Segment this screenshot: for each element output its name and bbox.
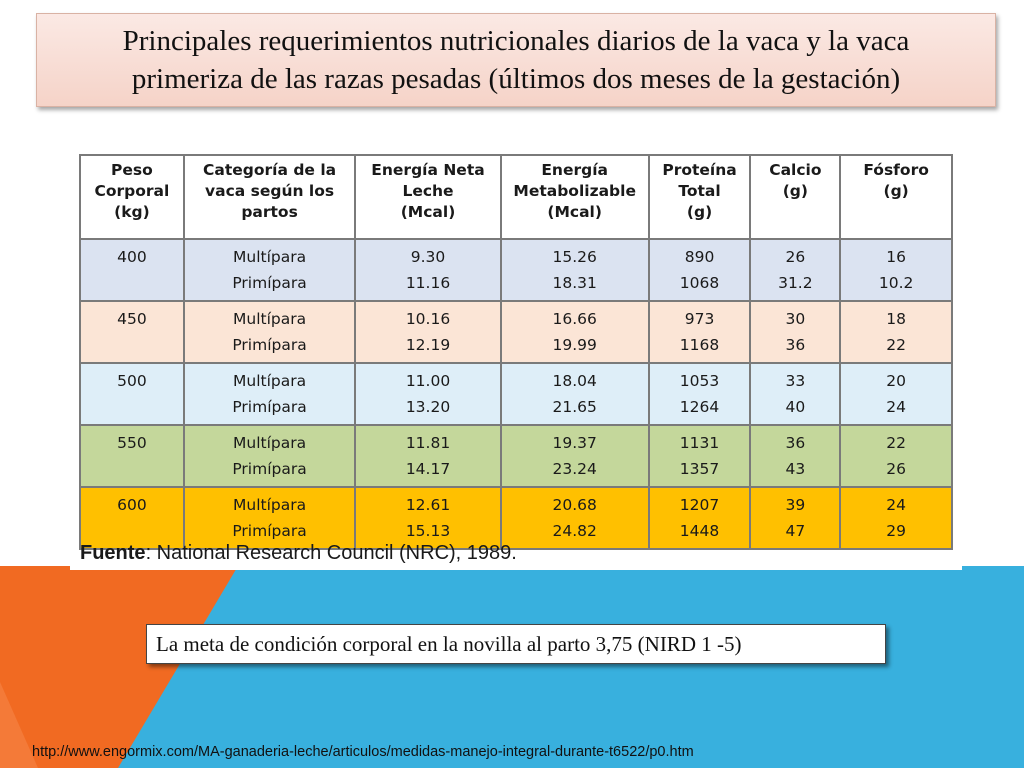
enl-cell: 12.61 15.13	[354, 486, 502, 550]
table-row: 500 Multípara Primípara 11.00 13.20 18.04 2…	[79, 362, 953, 426]
calcium-cell: 33 40	[749, 362, 842, 426]
decorative-band	[0, 566, 1024, 768]
em-cell: 19.37 23.24	[499, 424, 650, 488]
source-text: : National Research Council (NRC), 1989.	[145, 542, 517, 564]
phosphorus-cell: 18 22	[839, 300, 953, 364]
protein-cell: 973 1168	[647, 300, 752, 364]
band-shapes	[0, 566, 1024, 768]
weight-cell: 450	[79, 300, 185, 364]
em-cell: 20.68 24.82	[499, 486, 650, 550]
note-box: La meta de condición corporal en la novi…	[146, 624, 886, 664]
weight-cell: 500	[79, 362, 185, 426]
phosphorus-cell: 20 24	[839, 362, 953, 426]
note-text: La meta de condición corporal en la novi…	[156, 631, 742, 656]
category-cell: Multípara Primípara	[182, 300, 357, 364]
orange-sliver-shape	[0, 682, 38, 768]
enl-cell: 11.81 14.17	[354, 424, 502, 488]
table-source: Fuente: National Research Council (NRC),…	[80, 542, 517, 565]
em-cell: 16.66 19.99	[499, 300, 650, 364]
phosphorus-cell: 22 26	[839, 424, 953, 488]
calcium-cell: 36 43	[749, 424, 842, 488]
header-fosforo: Fósforo (g)	[839, 154, 953, 240]
category-cell: Multípara Primípara	[182, 486, 357, 550]
slide-title: Principales requerimientos nutricionales…	[36, 13, 996, 107]
weight-cell: 600	[79, 486, 185, 550]
weight-cell: 400	[79, 238, 185, 302]
em-cell: 18.04 21.65	[499, 362, 650, 426]
enl-cell: 9.30 11.16	[354, 238, 502, 302]
category-cell: Multípara Primípara	[182, 362, 357, 426]
phosphorus-cell: 16 10.2	[839, 238, 953, 302]
enl-cell: 10.16 12.19	[354, 300, 502, 364]
calcium-cell: 26 31.2	[749, 238, 842, 302]
weight-cell: 550	[79, 424, 185, 488]
header-categoria: Categoría de la vaca según los partos	[182, 154, 357, 240]
header-energia-neta: Energía Neta Leche (Mcal)	[354, 154, 502, 240]
table-row: 550 Multípara Primípara 11.81 14.17 19.37 2…	[79, 424, 953, 488]
orange-triangle-shape	[0, 566, 238, 768]
header-proteina: Proteína Total (g)	[647, 154, 752, 240]
protein-cell: 1207 1448	[647, 486, 752, 550]
category-cell: Multípara Primípara	[182, 424, 357, 488]
phosphorus-cell: 24 29	[839, 486, 953, 550]
title-line-2: primeriza de las razas pesadas (últimos …	[131, 63, 901, 95]
source-label: Fuente	[80, 542, 146, 564]
table-row: 450 Multípara Primípara 10.16 12.19 16.66 1…	[79, 300, 953, 364]
table-header-row: Peso Corporal (kg) Categoría de la vaca seg…	[79, 154, 953, 240]
enl-cell: 11.00 13.20	[354, 362, 502, 426]
category-cell: Multípara Primípara	[182, 238, 357, 302]
calcium-cell: 39 47	[749, 486, 842, 550]
reference-url[interactable]: http://www.engormix.com/MA-ganaderia-lec…	[32, 744, 694, 760]
protein-cell: 890 1068	[647, 238, 752, 302]
header-calcio: Calcio (g)	[749, 154, 842, 240]
protein-cell: 1053 1264	[647, 362, 752, 426]
table-row: 400 Multípara Primípara 9.30 11.16 15.26 18…	[79, 238, 953, 302]
calcium-cell: 30 36	[749, 300, 842, 364]
table-row: 600 Multípara Primípara 12.61 15.13 20.68 2…	[79, 486, 953, 550]
title-line-1: Principales requerimientos nutricionales…	[122, 25, 910, 57]
protein-cell: 1131 1357	[647, 424, 752, 488]
em-cell: 15.26 18.31	[499, 238, 650, 302]
blue-band-shape	[0, 566, 1024, 768]
header-peso: Peso Corporal (kg)	[79, 154, 185, 240]
nutrition-table: Peso Corporal (kg) Categoría de la vaca seg…	[79, 154, 953, 550]
nutrition-table-panel: Peso Corporal (kg) Categoría de la vaca seg…	[70, 148, 962, 570]
header-energia-metabolizable: Energía Metabolizable (Mcal)	[499, 154, 650, 240]
